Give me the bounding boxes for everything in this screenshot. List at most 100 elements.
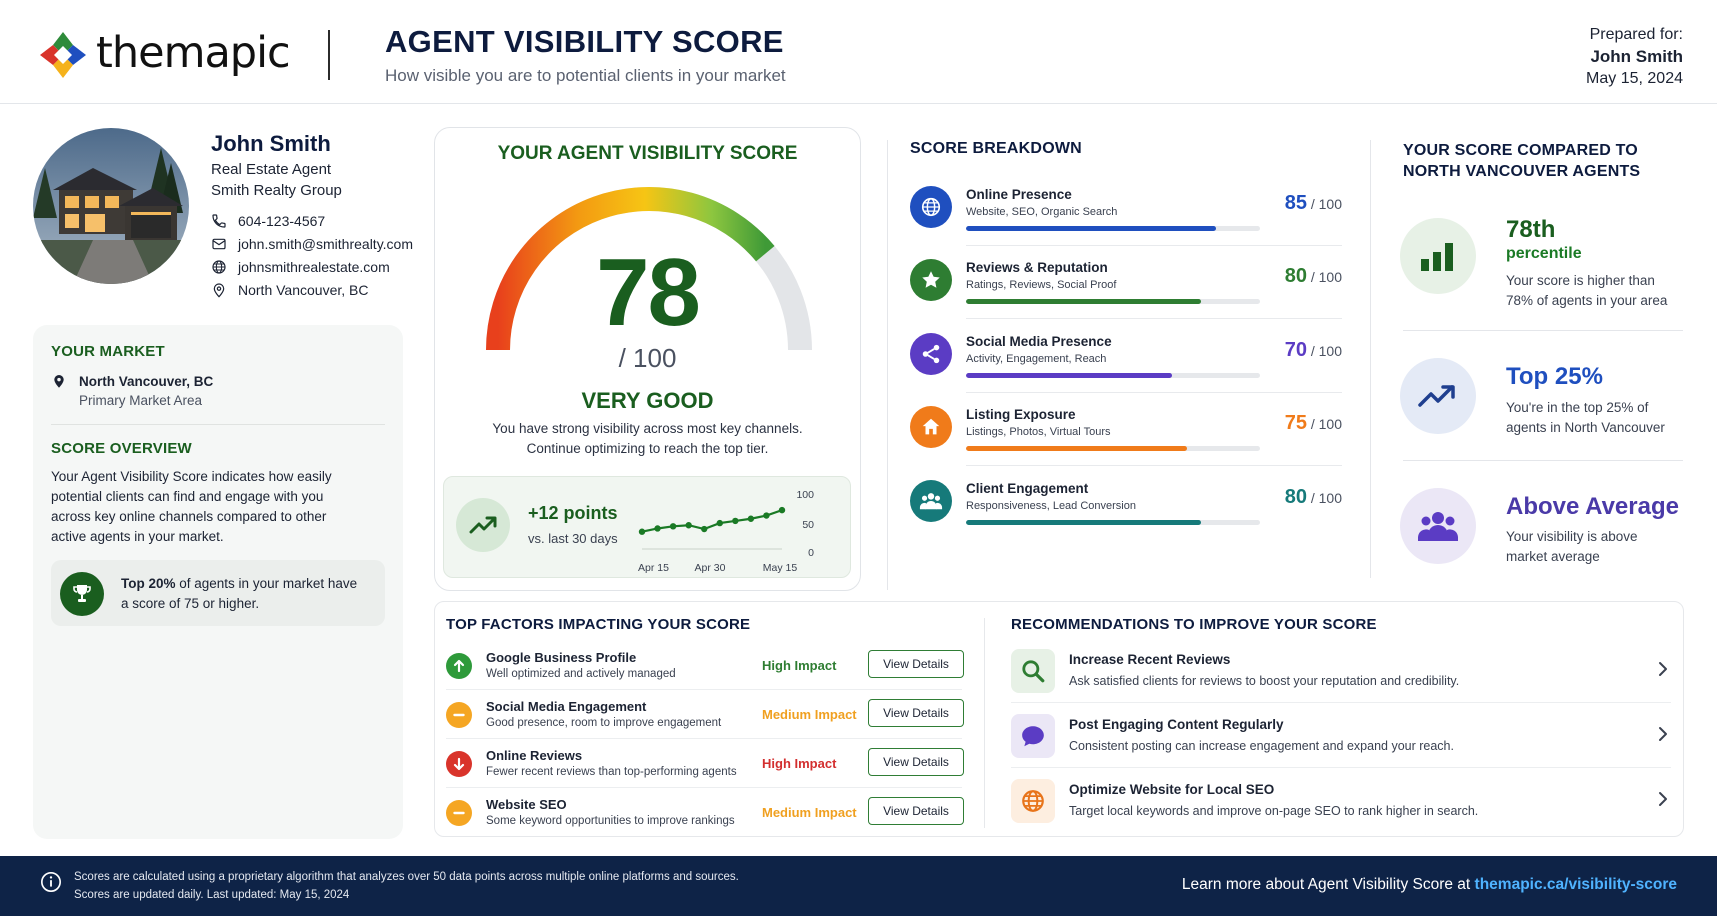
breakdown-score-value: 80 bbox=[1284, 265, 1307, 287]
breakdown-bar-fill bbox=[966, 299, 1202, 304]
recommendation-name: Optimize Website for Local SEO bbox=[1069, 782, 1275, 797]
pin-icon bbox=[213, 283, 225, 298]
globe-icon bbox=[910, 186, 952, 228]
breakdown-score: 70 / 100 bbox=[1285, 339, 1342, 362]
breakdown-name: Client Engagement bbox=[966, 481, 1089, 496]
score-overview-text: Your Agent Visibility Score indicates ho… bbox=[51, 469, 332, 544]
recommendation-row[interactable]: Optimize Website for Local SEO Target loc… bbox=[1011, 775, 1671, 831]
agent-company: Smith Realty Group bbox=[211, 182, 342, 199]
contact-website[interactable]: johnsmithrealestate.com bbox=[211, 259, 390, 275]
view-details-button[interactable]: View Details bbox=[868, 797, 964, 825]
factor-divider bbox=[446, 738, 962, 739]
market-sub: Primary Market Area bbox=[79, 393, 203, 408]
score-value: 78 bbox=[596, 239, 701, 346]
factor-impact: Medium Impact bbox=[762, 707, 857, 722]
breakdown-row: Reviews & Reputation Ratings, Reviews, So… bbox=[910, 259, 1342, 321]
factor-row: Website SEO Some keyword opportunities to… bbox=[446, 794, 964, 842]
contact-location: North Vancouver, BC bbox=[211, 282, 368, 298]
panel-divider bbox=[984, 618, 985, 828]
above-average-text-line1: Your visibility is above bbox=[1506, 529, 1638, 544]
people-icon bbox=[910, 480, 952, 522]
globe-icon bbox=[212, 260, 226, 274]
prepared-name: John Smith bbox=[1590, 47, 1683, 66]
breakdown-bar bbox=[966, 446, 1260, 451]
breakdown-sub: Website, SEO, Organic Search bbox=[966, 206, 1118, 218]
info-icon bbox=[41, 872, 61, 892]
factor-divider bbox=[446, 787, 962, 788]
recommendation-sub: Consistent posting can increase engageme… bbox=[1069, 739, 1454, 753]
minus-icon bbox=[446, 702, 472, 728]
top25-text: You're in the top 25% of agents in North… bbox=[1506, 398, 1665, 438]
sparkline-point bbox=[701, 525, 708, 533]
sparkline-y-tick: 50 bbox=[802, 519, 814, 531]
logo-icon bbox=[40, 32, 86, 78]
arrow-up-icon bbox=[446, 653, 472, 679]
comparison-divider bbox=[1403, 330, 1683, 331]
view-details-button[interactable]: View Details bbox=[868, 748, 964, 776]
factor-impact: High Impact bbox=[762, 756, 837, 771]
factor-row: Online Reviews Fewer recent reviews than … bbox=[446, 745, 964, 793]
top20-rest: of agents in your market have a score of… bbox=[121, 576, 358, 611]
recommendation-sub: Ask satisfied clients for reviews to boo… bbox=[1069, 674, 1460, 688]
percentile-text-line2: 78% of agents in your area bbox=[1506, 293, 1668, 308]
percentile-text: Your score is higher than 78% of agents … bbox=[1506, 271, 1667, 311]
market-location: North Vancouver, BC bbox=[79, 374, 214, 389]
gauge-fill bbox=[486, 187, 775, 351]
arrow-down-icon bbox=[446, 751, 472, 777]
breakdown-sub: Responsiveness, Lead Conversion bbox=[966, 500, 1136, 512]
score-desc-line1: You have strong visibility across most k… bbox=[492, 421, 803, 436]
view-details-button[interactable]: View Details bbox=[868, 699, 964, 727]
score-gauge bbox=[486, 187, 812, 351]
breakdown-row: Online Presence Website, SEO, Organic Sea… bbox=[910, 186, 1342, 248]
breakdown-sub: Ratings, Reviews, Social Proof bbox=[966, 279, 1117, 291]
above-average-text: Your visibility is above market average bbox=[1506, 527, 1638, 567]
sparkline-point bbox=[732, 517, 739, 525]
trend-vs: vs. last 30 days bbox=[528, 531, 618, 546]
chevron-right-icon[interactable] bbox=[1655, 724, 1671, 744]
contact-email[interactable]: john.smith@smithrealty.com bbox=[211, 236, 413, 252]
trend-up-icon bbox=[456, 498, 510, 552]
factor-row: Social Media Engagement Good presence, ro… bbox=[446, 696, 964, 744]
breakdown-divider bbox=[966, 465, 1342, 466]
page-header bbox=[0, 0, 1717, 104]
comparison-title-line2: NORTH VANCOUVER AGENTS bbox=[1403, 163, 1641, 180]
breakdown-score: 80 / 100 bbox=[1285, 265, 1342, 288]
contact-phone[interactable]: 604-123-4567 bbox=[211, 213, 325, 229]
chevron-right-icon[interactable] bbox=[1655, 659, 1671, 679]
agent-name: John Smith bbox=[211, 131, 331, 156]
logo-text[interactable]: themapic bbox=[96, 28, 291, 78]
bar-chart-icon bbox=[1400, 218, 1476, 294]
sparkline-x-tick: Apr 15 bbox=[638, 562, 669, 574]
top25-text-line2: agents in North Vancouver bbox=[1506, 420, 1665, 435]
score-breakdown-title: SCORE BREAKDOWN bbox=[910, 140, 1082, 157]
trophy-icon bbox=[60, 572, 104, 616]
recommendation-row[interactable]: Post Engaging Content Regularly Consisten… bbox=[1011, 710, 1671, 766]
chevron-right-icon[interactable] bbox=[1655, 789, 1671, 809]
column-divider bbox=[887, 140, 888, 590]
breakdown-name: Listing Exposure bbox=[966, 407, 1076, 422]
recommendations-title: RECOMMENDATIONS TO IMPROVE YOUR SCORE bbox=[1011, 616, 1377, 633]
footer-link[interactable]: themapic.ca/visibility-score bbox=[1474, 876, 1677, 893]
factor-row: Google Business Profile Well optimized an… bbox=[446, 647, 964, 695]
sparkline-x-tick: Apr 30 bbox=[695, 562, 726, 574]
breakdown-bar-fill bbox=[966, 446, 1187, 451]
breakdown-bar bbox=[966, 299, 1260, 304]
above-average-text-line2: market average bbox=[1506, 549, 1600, 564]
recommendation-row[interactable]: Increase Recent Reviews Ask satisfied cli… bbox=[1011, 645, 1671, 701]
score-rating: VERY GOOD bbox=[581, 388, 714, 413]
sparkline-line bbox=[641, 509, 783, 533]
agent-role: Real Estate Agent bbox=[211, 161, 332, 178]
page-title: AGENT VISIBILITY SCORE bbox=[385, 24, 784, 59]
share-icon bbox=[910, 333, 952, 375]
contact-location-text: North Vancouver, BC bbox=[238, 282, 369, 298]
view-details-button[interactable]: View Details bbox=[868, 650, 964, 678]
score-description: You have strong visibility across most k… bbox=[434, 419, 861, 459]
breakdown-score-max: / 100 bbox=[1306, 343, 1342, 359]
footer-note: Scores are calculated using a proprietar… bbox=[74, 868, 739, 904]
top20-text: Top 20% of agents in your market have a … bbox=[121, 574, 361, 614]
breakdown-sub: Listings, Photos, Virtual Tours bbox=[966, 426, 1111, 438]
comparison-title-line1: YOUR SCORE COMPARED TO bbox=[1403, 142, 1638, 159]
factor-sub: Fewer recent reviews than top-performing… bbox=[486, 766, 737, 778]
minus-icon bbox=[446, 800, 472, 826]
contact-email-text: john.smith@smithrealty.com bbox=[238, 236, 413, 252]
